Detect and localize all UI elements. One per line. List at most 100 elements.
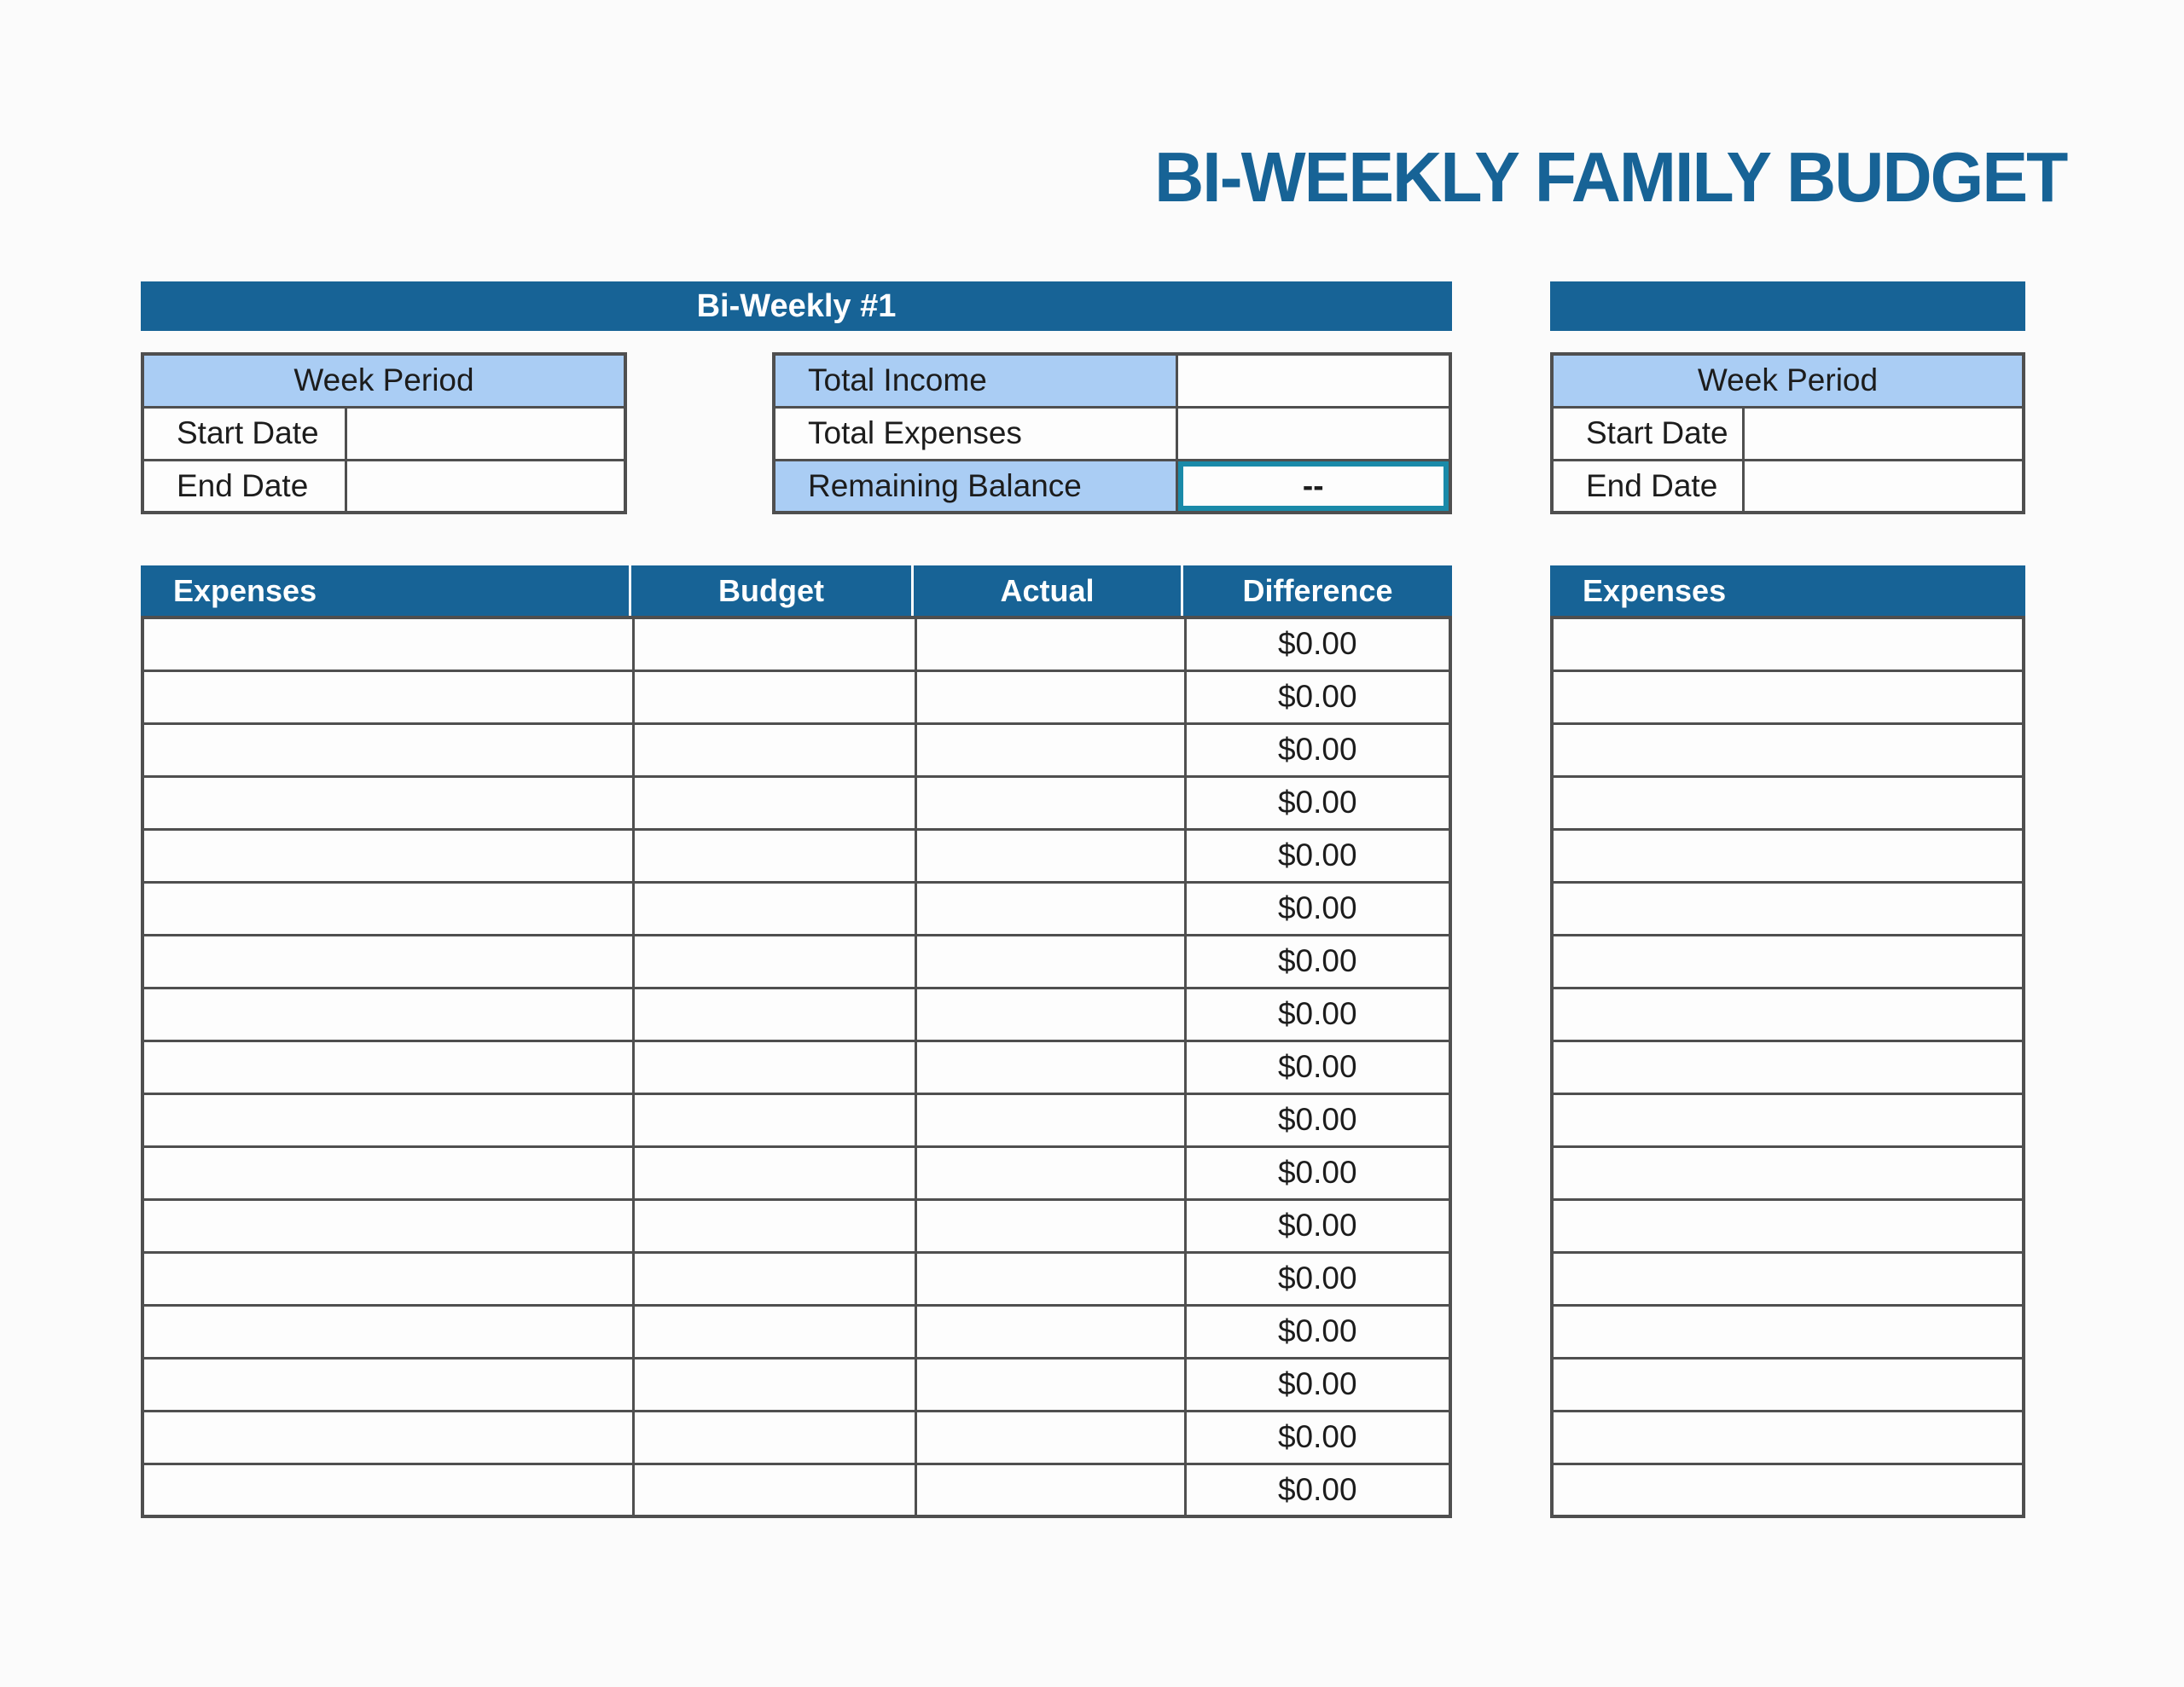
total-expenses-value[interactable] — [1175, 405, 1452, 461]
end-date-value-2[interactable] — [1741, 458, 2025, 514]
expense-name-cell[interactable] — [141, 669, 635, 725]
difference-cell[interactable]: $0.00 — [1183, 1197, 1452, 1254]
section1-header-label: Bi-Weekly #1 — [696, 287, 897, 324]
actual-cell[interactable] — [914, 880, 1187, 936]
end-date-value-1[interactable] — [344, 458, 627, 514]
expense-name-cell[interactable] — [141, 933, 635, 989]
difference-cell[interactable]: $0.00 — [1183, 669, 1452, 725]
budget-cell[interactable] — [631, 1462, 917, 1518]
start-date-value-2[interactable] — [1741, 405, 2025, 461]
difference-cell[interactable]: $0.00 — [1183, 1092, 1452, 1148]
expenses-table-header-1: Expenses Budget Actual Difference — [141, 565, 1452, 616]
budget-cell[interactable] — [631, 1409, 917, 1465]
difference-cell[interactable]: $0.00 — [1183, 1039, 1452, 1095]
expense-name-cell[interactable] — [141, 827, 635, 884]
expense-name-cell[interactable] — [141, 880, 635, 936]
budget-cell[interactable] — [631, 1303, 917, 1359]
expense-name-cell-2[interactable] — [1550, 880, 2025, 936]
actual-cell[interactable] — [914, 986, 1187, 1042]
expense-name-cell[interactable] — [141, 1197, 635, 1254]
difference-cell[interactable]: $0.00 — [1183, 1303, 1452, 1359]
start-date-value-1[interactable] — [344, 405, 627, 461]
actual-cell[interactable] — [914, 1197, 1187, 1254]
budget-cell[interactable] — [631, 827, 917, 884]
budget-cell[interactable] — [631, 616, 917, 672]
expense-name-cell-2[interactable] — [1550, 1303, 2025, 1359]
budget-cell[interactable] — [631, 1039, 917, 1095]
actual-cell[interactable] — [914, 669, 1187, 725]
section2-header-bar — [1550, 281, 2025, 331]
difference-cell[interactable]: $0.00 — [1183, 1356, 1452, 1412]
expense-name-cell[interactable] — [141, 1409, 635, 1465]
total-income-value[interactable] — [1175, 352, 1452, 409]
difference-cell[interactable]: $0.00 — [1183, 1145, 1452, 1201]
expense-name-cell[interactable] — [141, 1039, 635, 1095]
difference-cell[interactable]: $0.00 — [1183, 986, 1452, 1042]
actual-cell[interactable] — [914, 774, 1187, 831]
expense-name-cell-2[interactable] — [1550, 774, 2025, 831]
expense-row: $0.00 — [141, 880, 1452, 936]
remaining-balance-value[interactable]: -- — [1175, 458, 1452, 514]
difference-cell[interactable]: $0.00 — [1183, 1462, 1452, 1518]
difference-cell[interactable]: $0.00 — [1183, 722, 1452, 778]
difference-cell[interactable]: $0.00 — [1183, 1409, 1452, 1465]
expense-name-cell[interactable] — [141, 1356, 635, 1412]
expense-name-cell-2[interactable] — [1550, 1039, 2025, 1095]
budget-cell[interactable] — [631, 1145, 917, 1201]
expense-name-cell-2[interactable] — [1550, 1092, 2025, 1148]
actual-cell[interactable] — [914, 1092, 1187, 1148]
budget-cell[interactable] — [631, 1356, 917, 1412]
budget-cell[interactable] — [631, 933, 917, 989]
actual-cell[interactable] — [914, 933, 1187, 989]
budget-cell[interactable] — [631, 722, 917, 778]
expense-name-cell[interactable] — [141, 986, 635, 1042]
actual-cell[interactable] — [914, 1462, 1187, 1518]
actual-cell[interactable] — [914, 827, 1187, 884]
difference-cell[interactable]: $0.00 — [1183, 1250, 1452, 1307]
difference-cell[interactable]: $0.00 — [1183, 880, 1452, 936]
budget-cell[interactable] — [631, 669, 917, 725]
difference-cell[interactable]: $0.00 — [1183, 933, 1452, 989]
actual-cell[interactable] — [914, 1039, 1187, 1095]
actual-cell[interactable] — [914, 1409, 1187, 1465]
expense-name-cell[interactable] — [141, 1092, 635, 1148]
actual-cell[interactable] — [914, 1356, 1187, 1412]
expense-name-cell[interactable] — [141, 1303, 635, 1359]
budget-cell[interactable] — [631, 1197, 917, 1254]
actual-cell[interactable] — [914, 1250, 1187, 1307]
actual-cell[interactable] — [914, 722, 1187, 778]
expense-row-2 — [1550, 1197, 2025, 1254]
section1-header-bar: Bi-Weekly #1 — [141, 281, 1452, 331]
expense-name-cell[interactable] — [141, 1250, 635, 1307]
actual-cell[interactable] — [914, 616, 1187, 672]
expense-name-cell[interactable] — [141, 722, 635, 778]
budget-cell[interactable] — [631, 774, 917, 831]
budget-cell[interactable] — [631, 986, 917, 1042]
expense-name-cell-2[interactable] — [1550, 616, 2025, 672]
expense-name-cell[interactable] — [141, 774, 635, 831]
expense-name-cell[interactable] — [141, 616, 635, 672]
expense-name-cell-2[interactable] — [1550, 1197, 2025, 1254]
expense-name-cell-2[interactable] — [1550, 986, 2025, 1042]
expense-name-cell-2[interactable] — [1550, 1145, 2025, 1201]
expense-row: $0.00 — [141, 986, 1452, 1042]
budget-cell[interactable] — [631, 1250, 917, 1307]
expense-name-cell-2[interactable] — [1550, 1356, 2025, 1412]
expense-name-cell-2[interactable] — [1550, 669, 2025, 725]
difference-cell[interactable]: $0.00 — [1183, 616, 1452, 672]
budget-cell[interactable] — [631, 880, 917, 936]
expense-name-cell[interactable] — [141, 1462, 635, 1518]
expense-name-cell-2[interactable] — [1550, 1462, 2025, 1518]
expense-row: $0.00 — [141, 616, 1452, 672]
expense-name-cell-2[interactable] — [1550, 1409, 2025, 1465]
difference-cell[interactable]: $0.00 — [1183, 827, 1452, 884]
actual-cell[interactable] — [914, 1303, 1187, 1359]
difference-cell[interactable]: $0.00 — [1183, 774, 1452, 831]
expense-name-cell-2[interactable] — [1550, 722, 2025, 778]
expense-name-cell-2[interactable] — [1550, 827, 2025, 884]
expense-name-cell-2[interactable] — [1550, 1250, 2025, 1307]
budget-cell[interactable] — [631, 1092, 917, 1148]
expense-name-cell-2[interactable] — [1550, 933, 2025, 989]
actual-cell[interactable] — [914, 1145, 1187, 1201]
expense-name-cell[interactable] — [141, 1145, 635, 1201]
